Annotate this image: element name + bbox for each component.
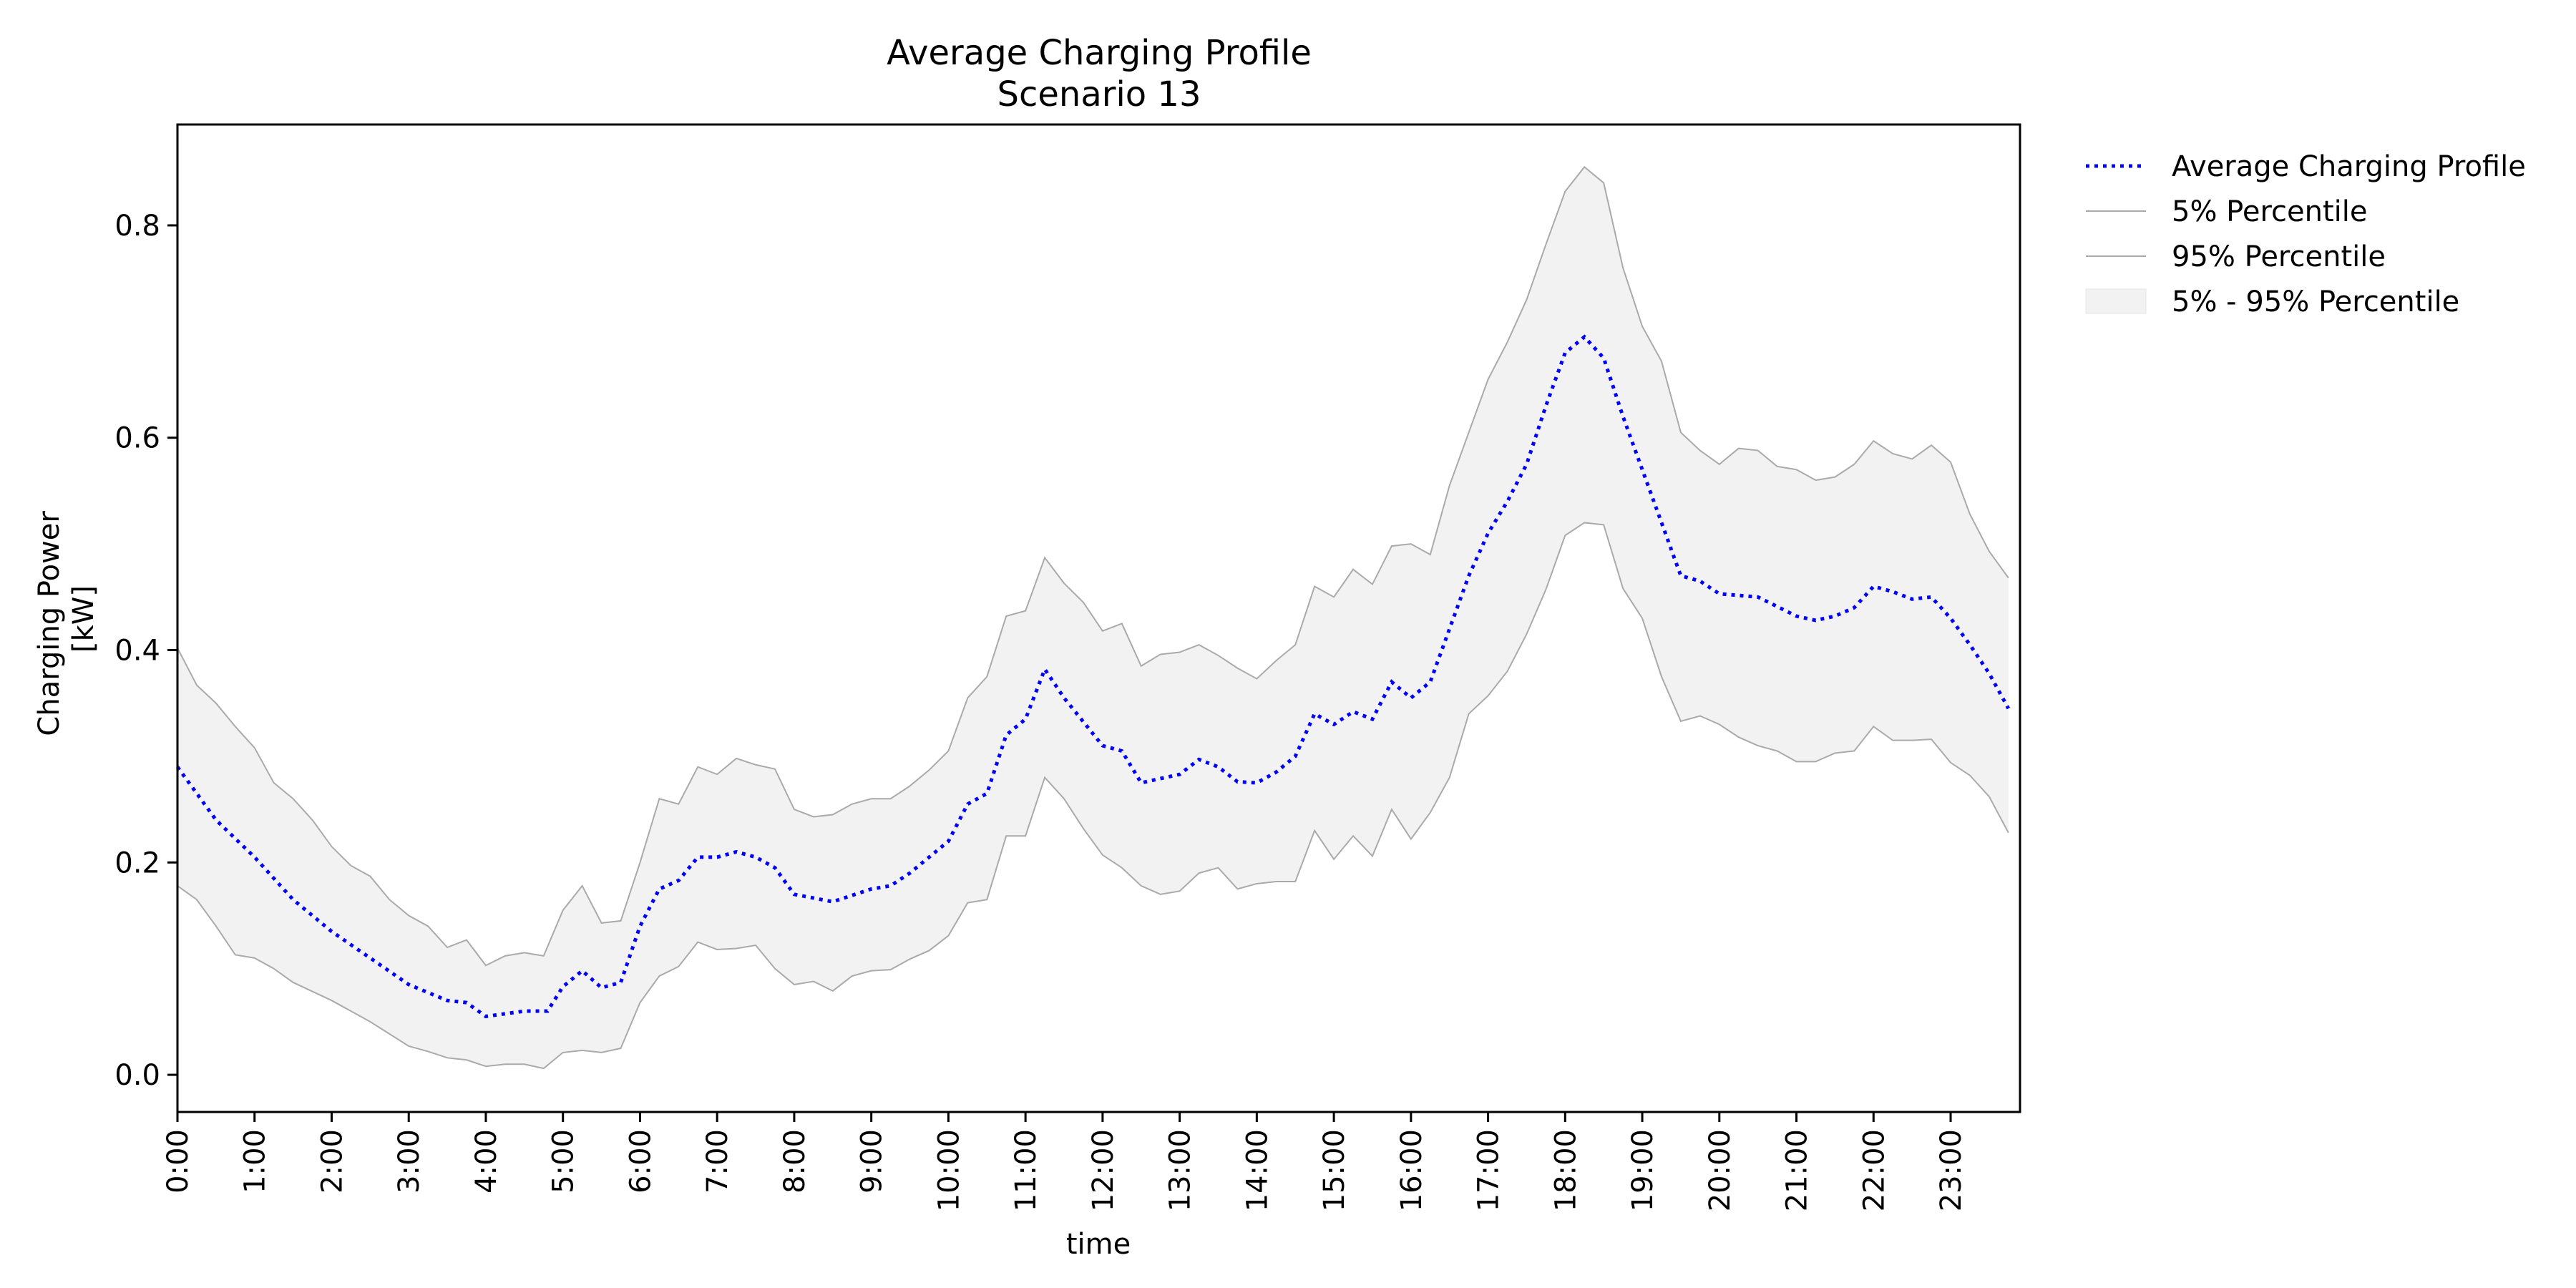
legend-swatch-band xyxy=(2085,288,2147,314)
chart-title: Average Charging Profile xyxy=(887,33,1312,73)
y-tick-label: 0.8 xyxy=(114,210,160,243)
x-tick-label: 6:00 xyxy=(624,1129,657,1194)
x-tick-label: 14:00 xyxy=(1241,1129,1274,1211)
y-axis-label-line-2: [kW] xyxy=(67,585,100,653)
x-tick-label: 12:00 xyxy=(1087,1129,1120,1211)
x-tick-label: 3:00 xyxy=(393,1129,426,1194)
x-tick-label: 0:00 xyxy=(162,1129,195,1194)
legend-label: Average Charging Profile xyxy=(2172,150,2526,183)
x-tick-label: 20:00 xyxy=(1704,1129,1737,1211)
y-tick-label: 0.4 xyxy=(114,635,160,668)
x-tick-label: 10:00 xyxy=(932,1129,965,1211)
x-tick-label: 16:00 xyxy=(1395,1129,1428,1211)
x-tick-label: 11:00 xyxy=(1010,1129,1043,1211)
x-tick-label: 15:00 xyxy=(1318,1129,1351,1211)
y-axis-label-line-1: Charging Power xyxy=(33,511,66,736)
plot-frame xyxy=(176,123,2021,1113)
x-tick-label: 23:00 xyxy=(1935,1129,1968,1211)
p95-percentile-line xyxy=(177,165,2009,967)
x-tick-label: 22:00 xyxy=(1858,1129,1890,1211)
x-tick-label: 2:00 xyxy=(316,1129,348,1194)
x-tick-label: 21:00 xyxy=(1781,1129,1814,1211)
x-axis-label: time xyxy=(1066,1228,1131,1261)
y-axis-label: Charging Power [kW] xyxy=(33,502,100,736)
x-tick-label: 17:00 xyxy=(1473,1129,1506,1211)
average-charging-profile-line xyxy=(175,334,2011,1019)
plot-area xyxy=(175,165,2011,1070)
y-tick-label: 0.2 xyxy=(114,847,160,879)
x-tick-label: 7:00 xyxy=(701,1129,734,1194)
x-tick-label: 18:00 xyxy=(1549,1129,1582,1211)
axes: 0:00 1:00 2:00 3:00 4:00 5:00 6:00 7:00 8:00 9:00… xyxy=(114,210,1968,1211)
p5-percentile-line xyxy=(177,522,2009,1070)
x-tick-label: 9:00 xyxy=(856,1129,889,1194)
legend: Average Charging Profile 5% Percentile 95%… xyxy=(2085,150,2526,318)
x-tick-label: 19:00 xyxy=(1626,1129,1659,1211)
y-tick-label: 0.6 xyxy=(114,422,160,455)
y-tick-label: 0.0 xyxy=(114,1059,160,1092)
legend-label: 95% Percentile xyxy=(2172,240,2386,273)
x-tick-label: 5:00 xyxy=(547,1129,580,1194)
legend-label: 5% - 95% Percentile xyxy=(2172,286,2459,318)
legend-label: 5% Percentile xyxy=(2172,195,2368,228)
x-tick-label: 8:00 xyxy=(779,1129,811,1194)
x-tick-label: 1:00 xyxy=(239,1129,272,1194)
x-tick-label: 4:00 xyxy=(470,1129,503,1194)
chart-subtitle: Scenario 13 xyxy=(997,74,1201,114)
x-tick-label: 13:00 xyxy=(1164,1129,1197,1211)
